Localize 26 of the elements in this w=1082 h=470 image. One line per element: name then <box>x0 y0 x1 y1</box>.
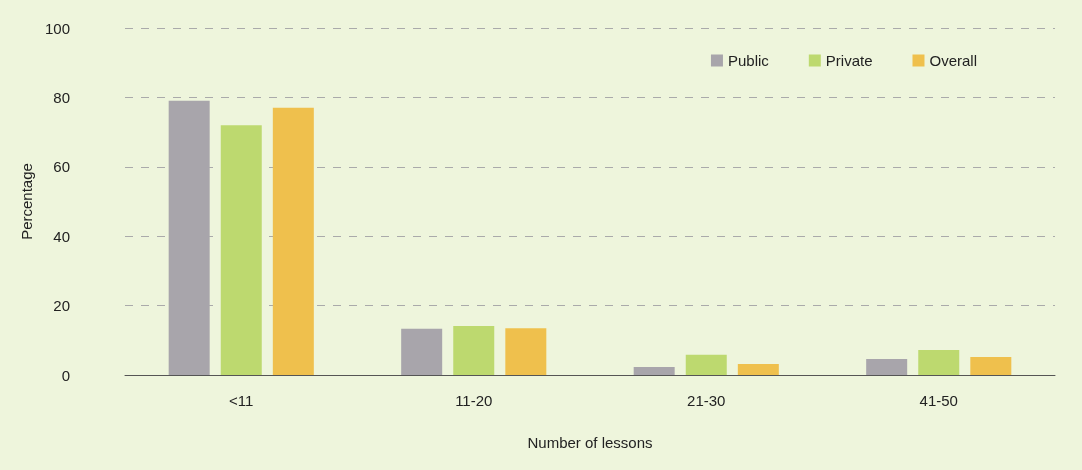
y-tick-label: 100 <box>44 19 70 37</box>
y-tick-label: 0 <box>61 366 70 384</box>
bar <box>685 354 727 375</box>
y-axis-title: Percentage <box>18 163 36 240</box>
bar <box>453 326 495 375</box>
legend-label: Public <box>727 52 770 69</box>
bar <box>970 356 1012 375</box>
x-tick-label: 11-20 <box>455 392 493 409</box>
x-tick-label: 21-30 <box>687 392 726 409</box>
x-tick-label: 41-50 <box>919 392 958 409</box>
bar <box>866 359 908 375</box>
bar <box>505 328 547 375</box>
bar <box>737 363 779 375</box>
bar <box>220 125 262 375</box>
y-tick-label: 40 <box>53 227 70 245</box>
bar <box>633 367 675 375</box>
bar <box>918 350 960 375</box>
bar <box>401 328 443 375</box>
legend-label: Private <box>825 52 873 69</box>
legend-label: Overall <box>929 52 977 69</box>
y-tick-label: 80 <box>53 88 70 106</box>
y-tick-label: 20 <box>53 297 70 315</box>
bar <box>272 107 314 375</box>
x-tick-label: <11 <box>229 392 254 409</box>
y-tick-label: 60 <box>53 158 70 176</box>
x-axis-title: Number of lessons <box>527 434 653 451</box>
